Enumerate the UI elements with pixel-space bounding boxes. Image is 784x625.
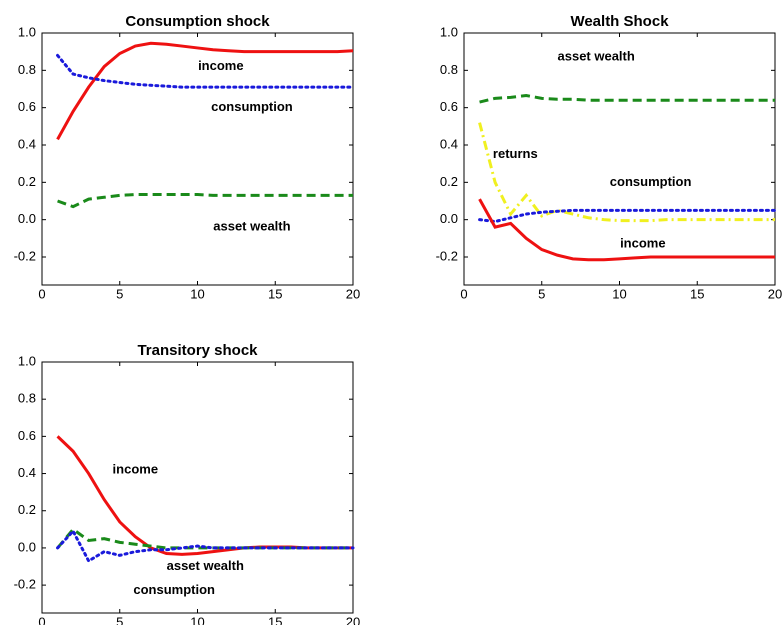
x-tick-label: 15 bbox=[690, 286, 704, 301]
series-line bbox=[56, 527, 353, 550]
y-tick-label: 0.2 bbox=[18, 174, 36, 189]
y-tick-label: 0.4 bbox=[18, 465, 36, 480]
y-tick-label: 0.0 bbox=[440, 211, 458, 226]
x-tick-label: 0 bbox=[38, 614, 45, 625]
y-tick-label: 1.0 bbox=[440, 24, 458, 39]
series-label: returns bbox=[493, 146, 538, 161]
series-label: consumption bbox=[610, 174, 692, 189]
y-tick-label: 0.6 bbox=[440, 99, 458, 114]
series-label: income bbox=[620, 235, 666, 250]
plot-frame bbox=[41, 361, 354, 614]
y-tick-label: 0.6 bbox=[18, 428, 36, 443]
y-tick-label: 0.2 bbox=[18, 502, 36, 517]
series-line bbox=[56, 41, 354, 141]
series-line bbox=[57, 192, 353, 209]
x-tick-label: 10 bbox=[190, 614, 204, 625]
series-label: asset wealth bbox=[167, 558, 244, 573]
y-tick-label: 0.4 bbox=[440, 136, 458, 151]
y-tick-label: 0.8 bbox=[440, 62, 458, 77]
x-tick-label: 5 bbox=[538, 286, 545, 301]
y-tick-label: 0.0 bbox=[18, 539, 36, 554]
chart-title: Consumption shock bbox=[125, 13, 270, 30]
y-tick-label: 0.8 bbox=[18, 391, 36, 406]
series-line bbox=[478, 208, 777, 224]
series-label: asset wealth bbox=[558, 49, 635, 64]
x-tick-label: 20 bbox=[768, 286, 782, 301]
y-tick-label: 1.0 bbox=[18, 353, 36, 368]
series-line bbox=[479, 94, 775, 104]
series-label: income bbox=[113, 461, 159, 476]
plot-frame bbox=[463, 32, 776, 286]
y-tick-label: 0.0 bbox=[18, 211, 36, 226]
y-tick-label: 0.8 bbox=[18, 62, 36, 77]
x-tick-label: 10 bbox=[612, 286, 626, 301]
x-tick-label: 20 bbox=[346, 614, 360, 625]
x-tick-label: 10 bbox=[190, 286, 204, 301]
x-tick-label: 20 bbox=[346, 286, 360, 301]
series-label: asset wealth bbox=[213, 219, 290, 234]
series-line bbox=[56, 53, 355, 89]
x-tick-label: 5 bbox=[116, 286, 123, 301]
series-label: income bbox=[198, 58, 244, 73]
y-tick-label: 1.0 bbox=[18, 24, 36, 39]
series-line bbox=[478, 122, 775, 223]
series-line bbox=[478, 198, 775, 262]
series-line bbox=[56, 435, 353, 556]
x-tick-label: 0 bbox=[38, 286, 45, 301]
chart-title: Transitory shock bbox=[137, 342, 258, 359]
x-tick-label: 15 bbox=[268, 286, 282, 301]
x-tick-label: 5 bbox=[116, 614, 123, 625]
series-label: consumption bbox=[133, 582, 215, 597]
x-tick-label: 15 bbox=[268, 614, 282, 625]
series-line bbox=[56, 528, 355, 564]
plot-frame bbox=[41, 32, 354, 286]
y-tick-label: -0.2 bbox=[14, 248, 36, 263]
y-tick-label: 0.4 bbox=[18, 136, 36, 151]
chart-title: Wealth Shock bbox=[570, 13, 669, 30]
y-tick-label: 0.6 bbox=[18, 99, 36, 114]
y-tick-label: -0.2 bbox=[436, 248, 458, 263]
y-tick-label: 0.2 bbox=[440, 174, 458, 189]
series-label: consumption bbox=[211, 99, 293, 114]
x-tick-label: 0 bbox=[460, 286, 467, 301]
y-tick-label: -0.2 bbox=[14, 577, 36, 592]
